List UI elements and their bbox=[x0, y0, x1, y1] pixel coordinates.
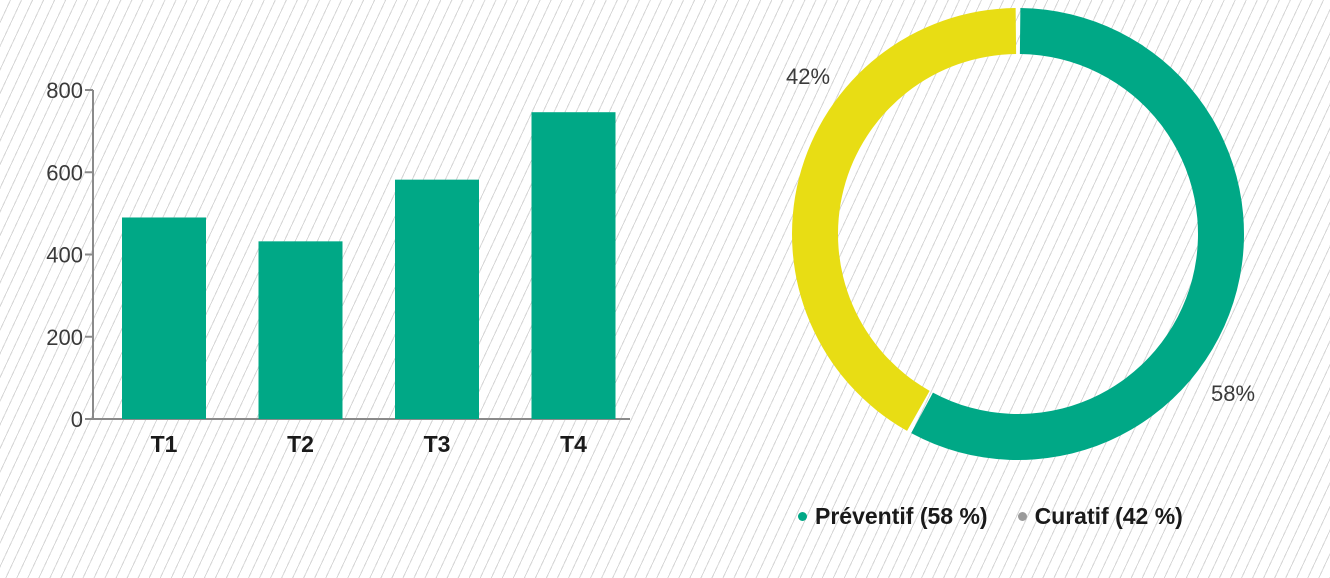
x-axis-labels: T1 T2 T3 T4 bbox=[151, 431, 588, 457]
donut-chart: 58% 42% bbox=[786, 8, 1255, 461]
y-tick-label: 600 bbox=[46, 160, 83, 185]
y-tick-label: 800 bbox=[46, 78, 83, 103]
bar-t3 bbox=[395, 179, 479, 419]
x-tick-label: T4 bbox=[560, 431, 587, 457]
bar-series bbox=[122, 112, 616, 420]
legend-label-preventif: Préventif (58 %) bbox=[815, 503, 988, 529]
x-tick-label: T2 bbox=[287, 431, 314, 457]
slice-label-preventif: 58% bbox=[1211, 381, 1255, 406]
y-tick-label: 200 bbox=[46, 325, 83, 350]
legend-item-curatif: Curatif (42 %) bbox=[1017, 503, 1183, 530]
donut-legend: Préventif (58 %) Curatif (42 %) bbox=[798, 503, 1183, 530]
donut-slice-preventif bbox=[911, 8, 1244, 461]
slice-label-curatif: 42% bbox=[786, 64, 830, 89]
donut-slice-curatif bbox=[791, 8, 1017, 431]
legend-dot-curatif bbox=[1017, 512, 1027, 521]
donut-slices bbox=[791, 8, 1244, 461]
legend-label-curatif: Curatif (42 %) bbox=[1034, 503, 1183, 529]
y-tick-label: 400 bbox=[46, 243, 83, 268]
x-tick-label: T3 bbox=[424, 431, 451, 457]
y-tick-label: 0 bbox=[71, 407, 83, 432]
donut-slice-labels: 58% 42% bbox=[786, 64, 1255, 406]
legend-dot-preventif bbox=[798, 512, 807, 521]
bar-t1 bbox=[122, 217, 206, 419]
legend-item-preventif: Préventif (58 %) bbox=[798, 503, 988, 530]
bar-t2 bbox=[258, 241, 343, 419]
bar-chart: 0 200 400 600 800 T1 T2 T3 T4 bbox=[46, 78, 630, 457]
bar-t4 bbox=[531, 112, 616, 420]
y-axis-ticks: 0 200 400 600 800 bbox=[46, 78, 93, 432]
x-tick-label: T1 bbox=[151, 431, 178, 457]
